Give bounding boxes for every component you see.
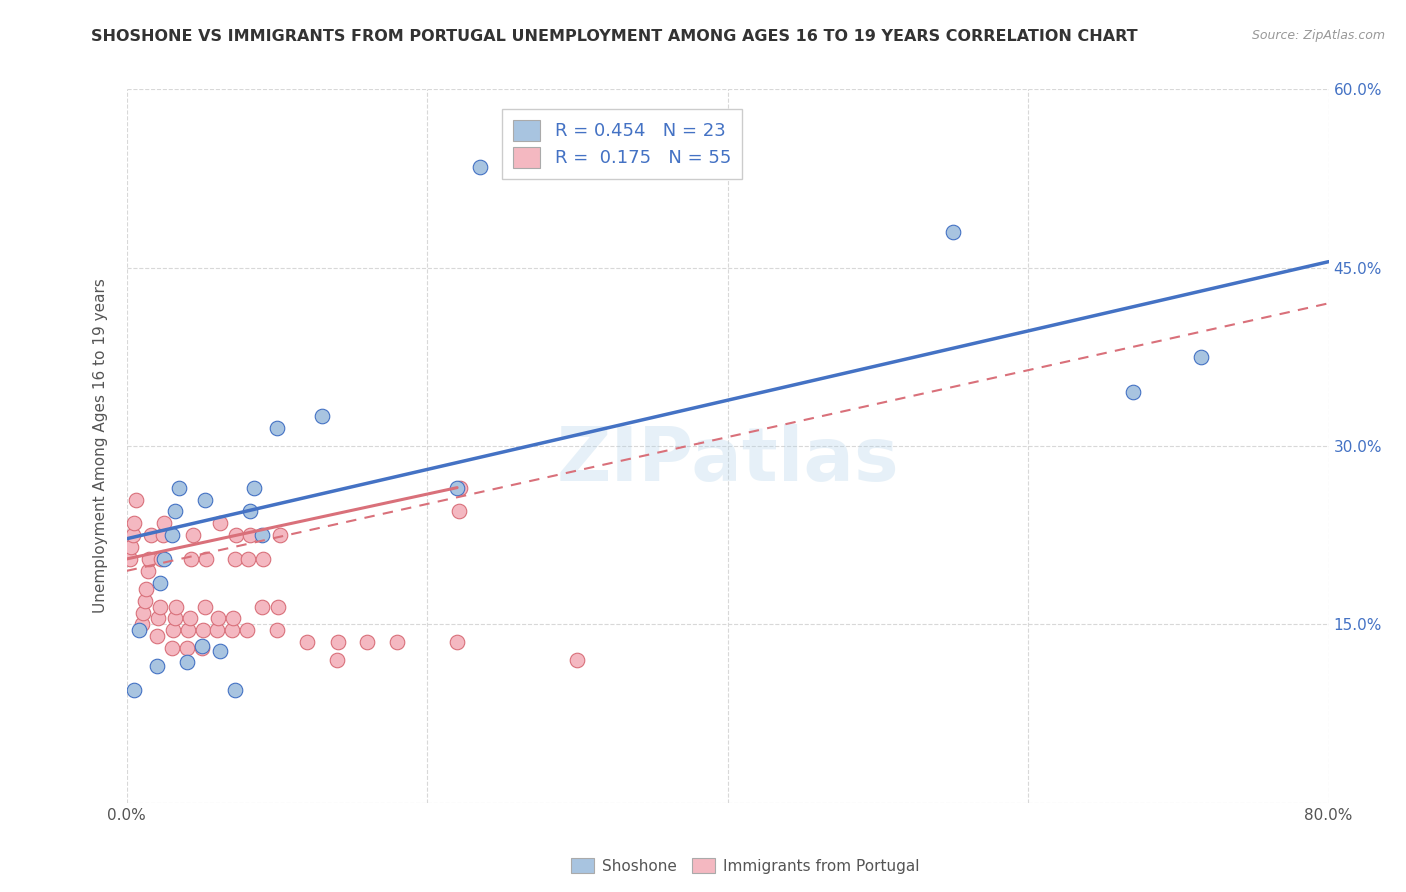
Point bbox=[150, 552, 173, 566]
Point bbox=[162, 624, 184, 638]
Point bbox=[136, 564, 159, 578]
Point bbox=[235, 624, 259, 638]
Point bbox=[128, 624, 150, 638]
Point bbox=[266, 421, 288, 435]
Point bbox=[134, 593, 156, 607]
Point bbox=[152, 528, 174, 542]
Point bbox=[124, 492, 146, 507]
Point bbox=[238, 552, 260, 566]
Point bbox=[153, 516, 176, 531]
Point bbox=[146, 611, 169, 625]
Point bbox=[224, 552, 246, 566]
Point bbox=[222, 611, 245, 625]
Point bbox=[176, 656, 198, 670]
Point bbox=[269, 528, 291, 542]
Point bbox=[267, 599, 290, 614]
Text: ZIPatlas: ZIPatlas bbox=[557, 424, 898, 497]
Point bbox=[132, 606, 155, 620]
Point bbox=[118, 552, 141, 566]
Point bbox=[942, 225, 965, 239]
Point bbox=[446, 635, 468, 649]
Point bbox=[153, 552, 176, 566]
Text: Source: ZipAtlas.com: Source: ZipAtlas.com bbox=[1251, 29, 1385, 42]
Point bbox=[149, 575, 172, 590]
Point bbox=[328, 635, 350, 649]
Point bbox=[243, 481, 266, 495]
Point bbox=[139, 528, 162, 542]
Point bbox=[194, 492, 217, 507]
Point bbox=[179, 611, 201, 625]
Point bbox=[250, 528, 273, 542]
Point bbox=[163, 611, 186, 625]
Point bbox=[449, 481, 471, 495]
Point bbox=[239, 504, 262, 518]
Point bbox=[149, 599, 172, 614]
Point bbox=[447, 504, 470, 518]
Point bbox=[194, 599, 217, 614]
Point bbox=[176, 641, 198, 656]
Point bbox=[145, 629, 167, 643]
Text: SHOSHONE VS IMMIGRANTS FROM PORTUGAL UNEMPLOYMENT AMONG AGES 16 TO 19 YEARS CORR: SHOSHONE VS IMMIGRANTS FROM PORTUGAL UNE… bbox=[91, 29, 1137, 44]
Point bbox=[122, 516, 145, 531]
Point bbox=[121, 528, 143, 542]
Point bbox=[224, 682, 246, 697]
Point bbox=[135, 582, 157, 596]
Point bbox=[311, 409, 333, 424]
Point bbox=[326, 653, 349, 667]
Point bbox=[180, 552, 202, 566]
Point bbox=[167, 481, 190, 495]
Point bbox=[181, 528, 204, 542]
Point bbox=[193, 624, 215, 638]
Point bbox=[163, 504, 186, 518]
Point bbox=[120, 540, 142, 554]
Point bbox=[190, 639, 212, 653]
Point bbox=[208, 516, 231, 531]
Point bbox=[138, 552, 160, 566]
Point bbox=[160, 641, 183, 656]
Point bbox=[208, 643, 231, 657]
Point bbox=[446, 481, 468, 495]
Point bbox=[356, 635, 378, 649]
Point bbox=[145, 659, 167, 673]
Y-axis label: Unemployment Among Ages 16 to 19 years: Unemployment Among Ages 16 to 19 years bbox=[93, 278, 108, 614]
Point bbox=[266, 624, 288, 638]
Point bbox=[122, 682, 145, 697]
Point bbox=[567, 653, 589, 667]
Point bbox=[252, 552, 274, 566]
Point bbox=[1189, 350, 1212, 364]
Point bbox=[195, 552, 218, 566]
Point bbox=[165, 599, 187, 614]
Point bbox=[205, 624, 228, 638]
Point bbox=[1122, 385, 1144, 400]
Legend: Shoshone, Immigrants from Portugal: Shoshone, Immigrants from Portugal bbox=[565, 852, 925, 880]
Point bbox=[131, 617, 153, 632]
Point bbox=[468, 160, 491, 174]
Point bbox=[225, 528, 247, 542]
Point bbox=[221, 624, 243, 638]
Point bbox=[250, 599, 273, 614]
Point bbox=[177, 624, 200, 638]
Legend: R = 0.454   N = 23, R =  0.175   N = 55: R = 0.454 N = 23, R = 0.175 N = 55 bbox=[502, 109, 742, 178]
Point bbox=[160, 528, 183, 542]
Point bbox=[385, 635, 408, 649]
Point bbox=[295, 635, 318, 649]
Point bbox=[239, 528, 262, 542]
Point bbox=[190, 641, 212, 656]
Point bbox=[207, 611, 229, 625]
